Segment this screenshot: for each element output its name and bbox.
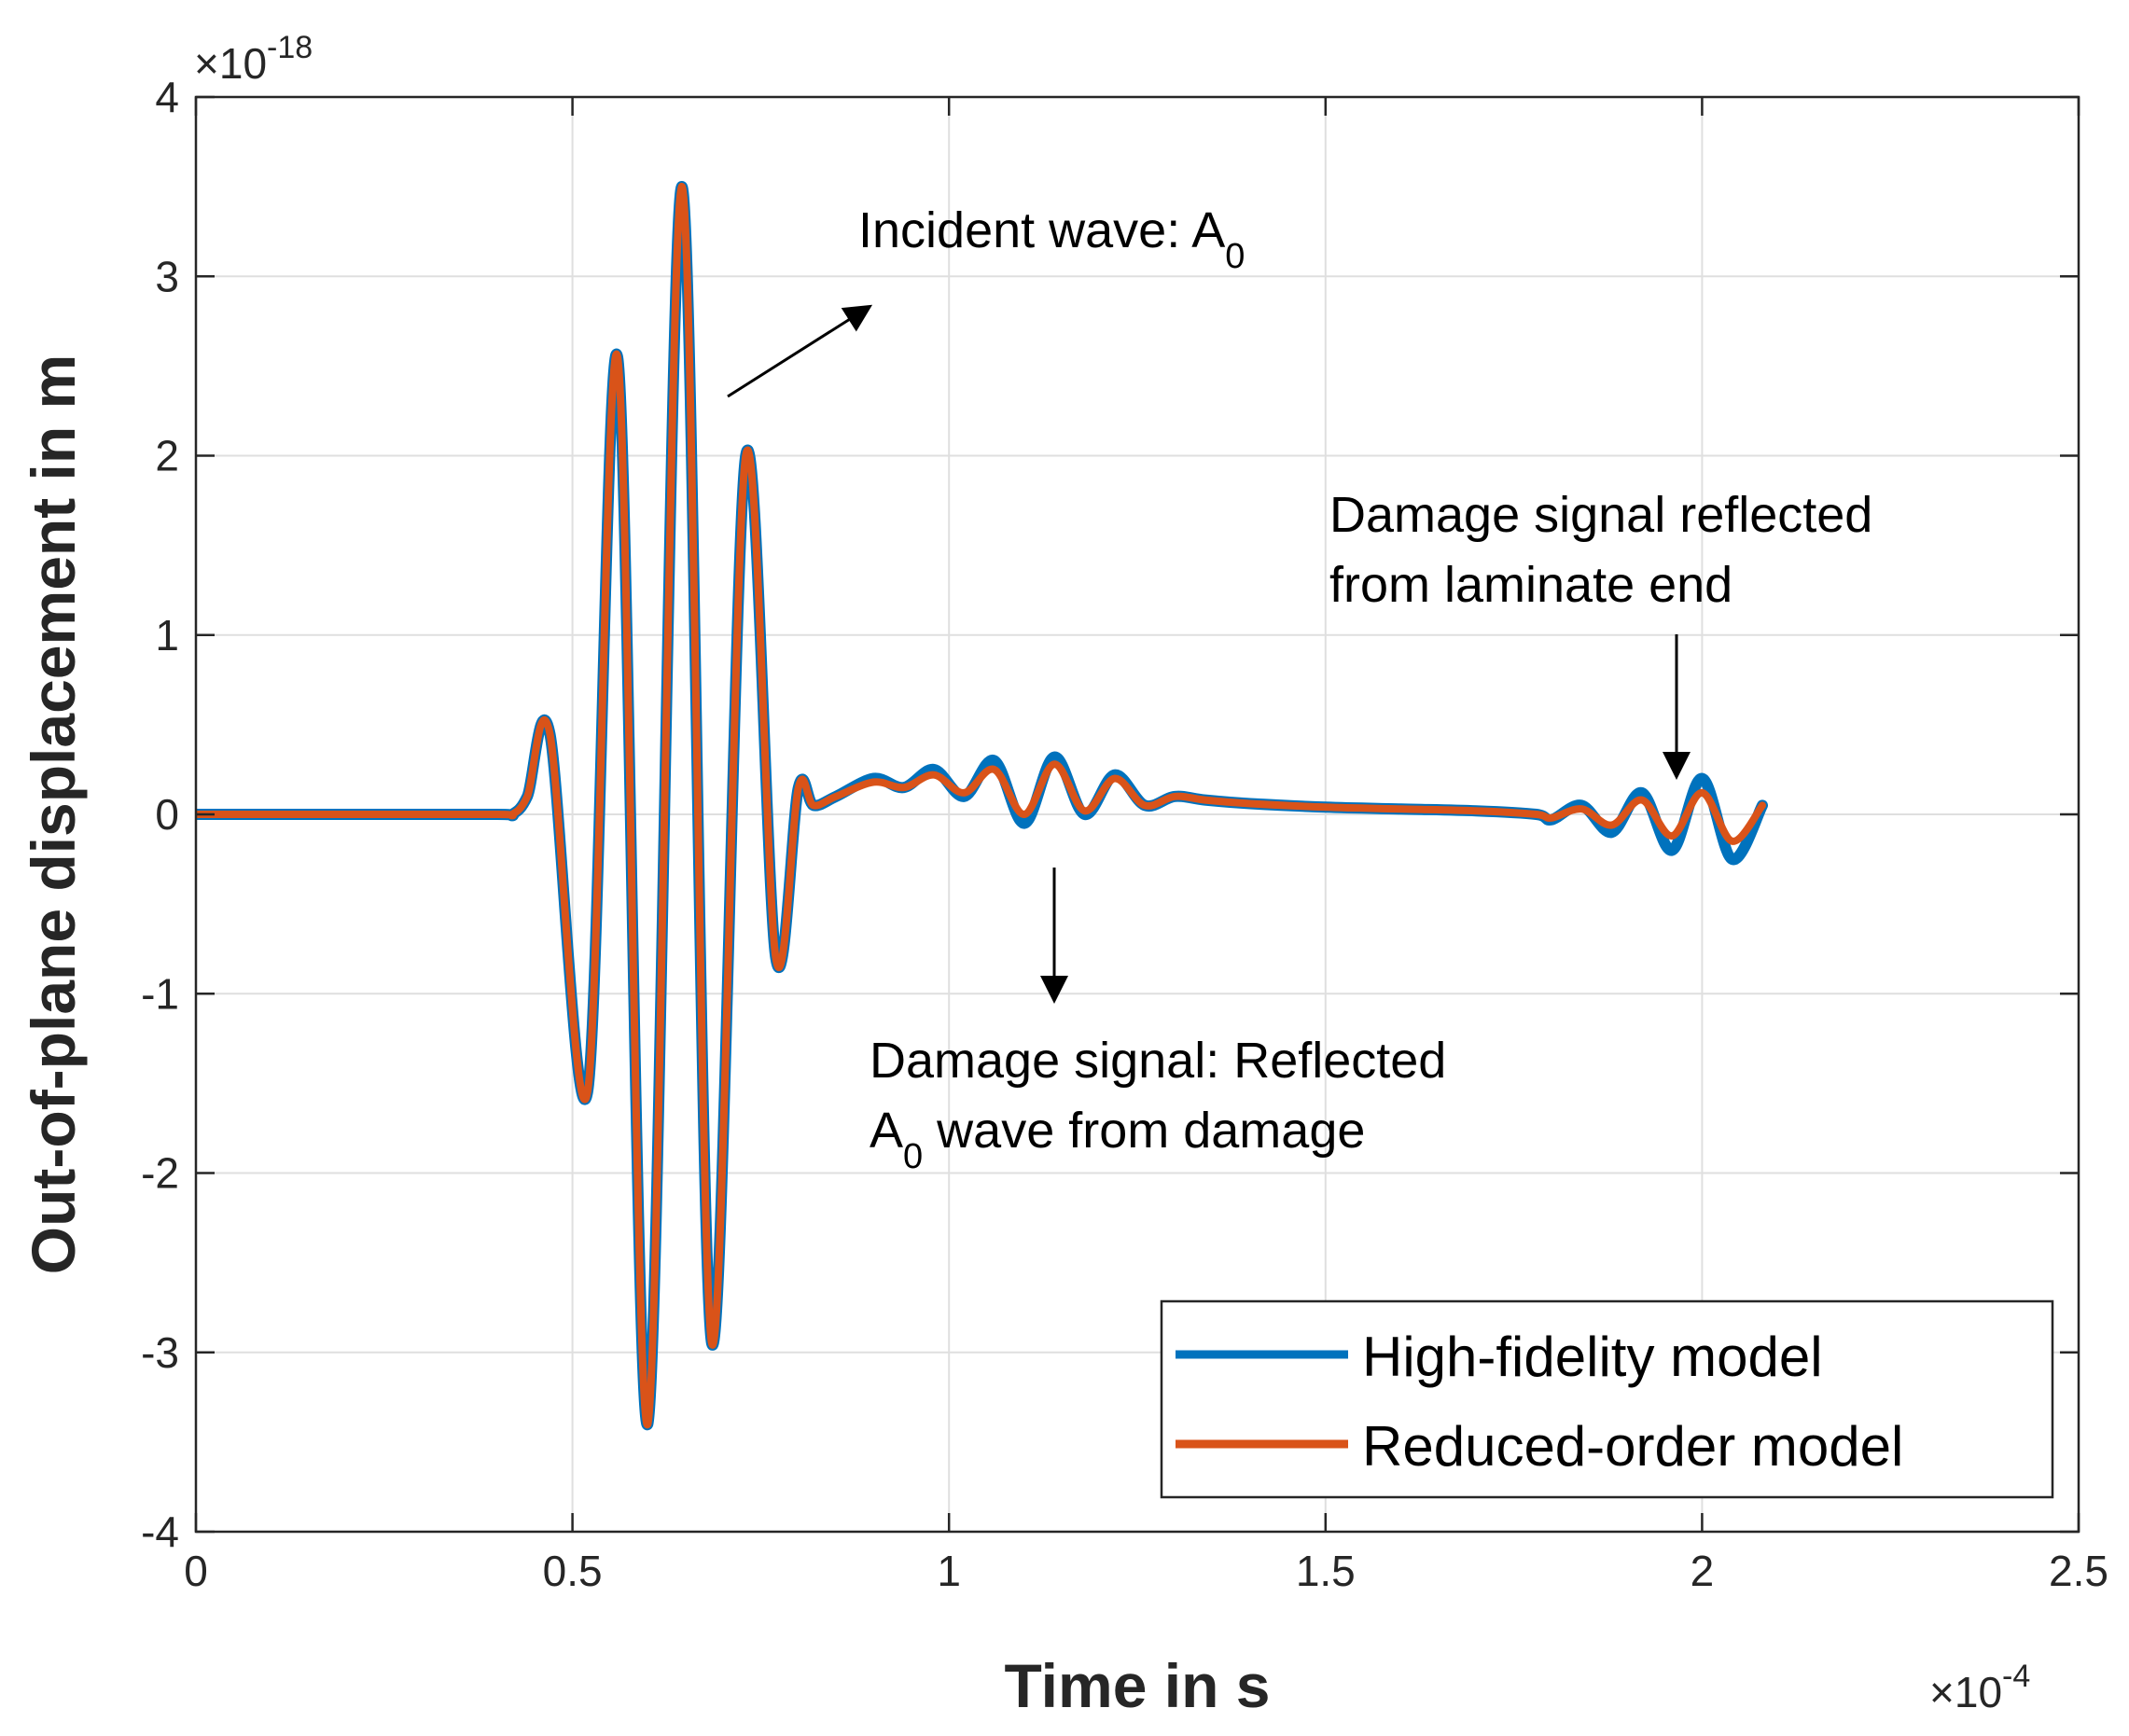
x-exponent-power: -4	[2002, 1659, 2030, 1694]
legend: High-fidelity model Reduced-order model	[1160, 1299, 2054, 1499]
annotation-end-line2: from laminate end	[1329, 557, 1732, 613]
annotation-incident-subscript: 0	[1225, 237, 1245, 276]
y-tick-label: 0	[155, 790, 179, 839]
annotation-end-line1: Damage signal reflected	[1329, 487, 1872, 543]
arrow-incident-wave	[727, 304, 873, 398]
annotation-damage-subscript: 0	[903, 1137, 923, 1176]
x-tick-label: 2	[1691, 1547, 1715, 1595]
y-exponent-power: -18	[267, 30, 313, 65]
x-tick-label: 2.5	[2049, 1547, 2108, 1595]
x-tick-label: 0.5	[543, 1547, 603, 1595]
y-tick-label: 3	[155, 252, 179, 300]
x-tick-label: 1	[937, 1547, 961, 1595]
y-tick-label: -4	[141, 1507, 179, 1556]
x-tick-label: 0	[184, 1547, 208, 1595]
series-group	[196, 181, 1768, 1430]
legend-label-high-fidelity: High-fidelity model	[1362, 1326, 1823, 1388]
annotation-incident-wave: Incident wave: A0	[858, 202, 1245, 276]
legend-box	[1160, 1299, 2054, 1499]
y-tick-label: -3	[141, 1328, 179, 1377]
legend-label-reduced-order: Reduced-order model	[1362, 1415, 1903, 1478]
ticks	[194, 95, 2080, 1534]
y-tick-label: 2	[155, 432, 179, 480]
annotation-damage-line1: Damage signal: Reflected	[870, 1033, 1446, 1089]
x-axis-title: Time in s	[1005, 1651, 1271, 1720]
y-tick-label: 1	[155, 611, 179, 660]
x-exponent-label: ×10-4	[1929, 1659, 2030, 1716]
y-tick-label: -2	[141, 1149, 179, 1198]
y-axis-title: Out-of-plane displacement in m	[19, 354, 88, 1274]
tick-labels: 0 0.5 1 1.5 2 2.5 -4 -3 -2 -1 0 1 2 3 4	[141, 73, 2108, 1595]
y-exponent-label: ×10-18	[194, 30, 313, 88]
series-line-reduced-order	[196, 183, 1766, 1428]
annotation-damage-line2: A0 wave from damage	[870, 1103, 1365, 1176]
y-tick-label: 4	[155, 73, 179, 121]
x-tick-label: 1.5	[1296, 1547, 1356, 1595]
y-tick-label: -1	[141, 969, 179, 1018]
